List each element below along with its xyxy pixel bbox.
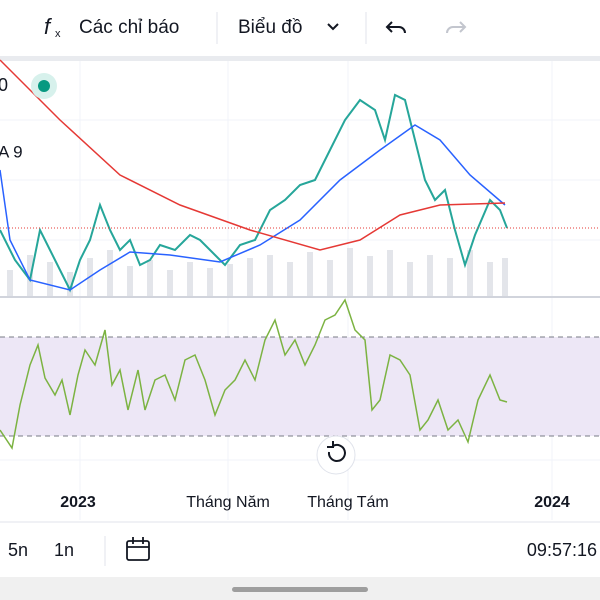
undo-button[interactable] bbox=[385, 21, 406, 34]
volume-bars bbox=[7, 248, 508, 296]
x-axis-label: Tháng Năm bbox=[186, 494, 270, 511]
reset-icon bbox=[327, 441, 346, 462]
dropdown-arrow bbox=[327, 23, 339, 31]
reset-button[interactable] bbox=[316, 435, 356, 475]
fx-icon[interactable]: f bbox=[44, 14, 53, 39]
legend-ma: A 9 bbox=[0, 142, 23, 161]
x-axis-label: 2024 bbox=[534, 494, 570, 511]
indicators-button[interactable]: Các chỉ báo bbox=[79, 17, 179, 38]
chart-type-button[interactable]: Biểu đồ bbox=[238, 17, 302, 38]
ma-fast bbox=[0, 124, 506, 291]
legend-value: 0 bbox=[0, 75, 8, 95]
price-series bbox=[0, 93, 508, 293]
x-axis-label: 2023 bbox=[60, 494, 96, 511]
redo-button[interactable] bbox=[446, 21, 467, 34]
ma-slow bbox=[0, 59, 506, 251]
rsi-line bbox=[0, 298, 508, 450]
toolbar-separator bbox=[0, 56, 600, 61]
range-button[interactable]: 5n bbox=[8, 540, 28, 560]
status-dot bbox=[38, 80, 50, 92]
range-button[interactable]: 1n bbox=[54, 540, 74, 560]
clock: 09:57:16 bbox=[527, 540, 597, 560]
fx-icon-x: x bbox=[55, 28, 61, 40]
date-range-button[interactable] bbox=[126, 537, 150, 561]
home-indicator[interactable] bbox=[232, 587, 368, 592]
x-axis-label: Tháng Tám bbox=[307, 494, 389, 511]
toolbar bbox=[0, 0, 600, 56]
